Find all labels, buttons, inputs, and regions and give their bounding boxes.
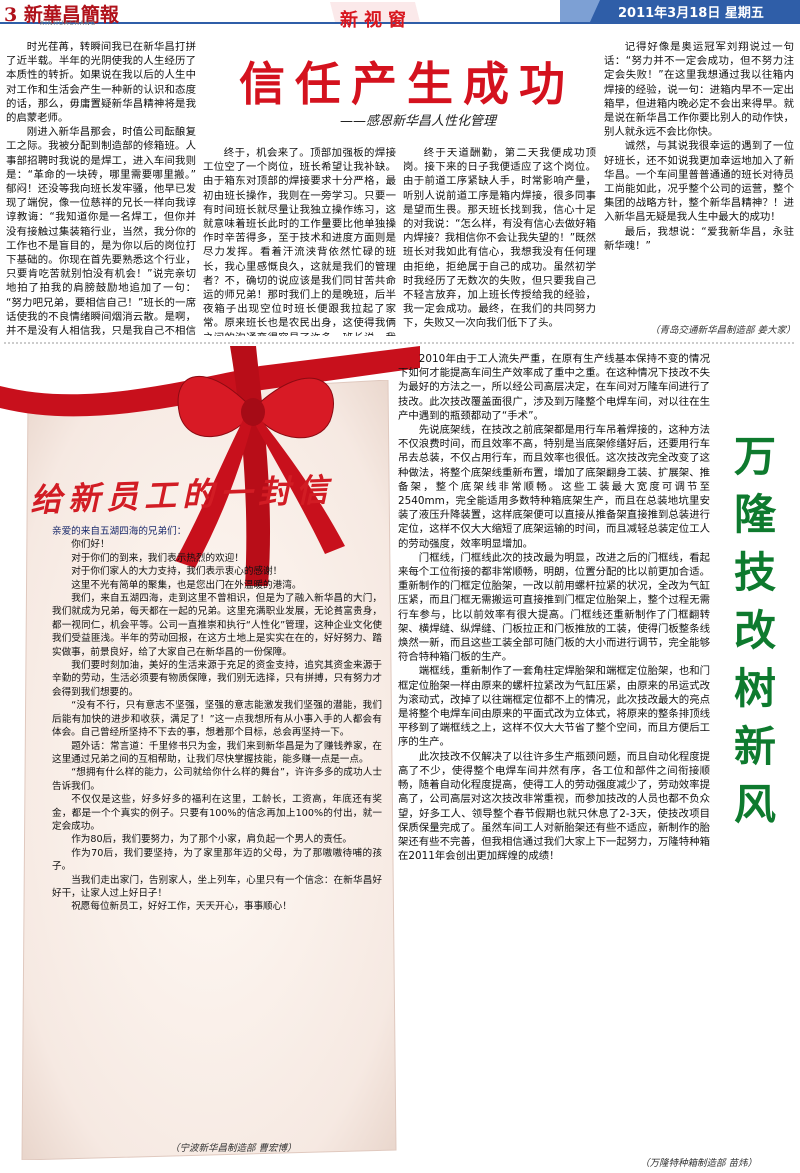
letter-paragraph: “想拥有什么样的能力，公司就给你什么样的舞台”，许许多多的成功人士告诉我们。 [52,767,382,792]
column: 记得好像是奥运冠军刘翔说过一句话：“努力并不一定会成功，但不努力注定会失败！”在… [604,40,794,336]
paragraph: 门框线，门框线此次的技改最为明显，改进之后的门框线，看起来每个工位衔接的都非常顺… [398,551,710,664]
letter-paragraph: 当我们走出家门，告别家人，坐上列车，心里只有一个信念：在新华昌好好干，让家人过上… [52,874,382,899]
letter-paragraph: 题外话：常言道：千里修书只为金，我们来到新华昌是为了赚钱养家，在这里通过兄弟之间… [52,740,382,765]
separator [4,342,796,344]
letter-paragraph: 作为80后，我们要努力，为了那个小家，肩负起一个男人的责任。 [71,834,353,846]
letter-paragraph: 你们好！ [71,539,110,551]
paragraph: 端框线，重新制作了一套角柱定焊胎架和端框定位胎架，也和门框定位胎架一样由原来的螺… [398,665,710,749]
letter-paragraph: 作为70后，我们要坚持，为了家里那年迈的父母，为了那嗷嗷待哺的孩子。 [52,847,382,873]
masthead-title: 新華昌簡報 [23,4,119,26]
letter-paragraph: 我们，来自五湖四海，走到这里不曾相识，但是为了融入新华昌的大门，我们就成为兄弟，… [52,593,382,658]
header-bar [0,0,800,24]
byline: （青岛交通新华昌制造部 姜大家） [650,325,796,336]
letter-paragraph: 我们要时刻加油，美好的生活来源于充足的资金支持，追究其资金来源于辛勤的劳动，生活… [52,660,382,698]
column: 2010年由于工人流失严重，在原有生产线基本保持不变的情况下如何才能提高车间生产… [398,352,710,1152]
paragraph: 诚然，与其说我很幸运的遇到了一位好班长，还不如说我更加幸运地加入了新华昌。一个车… [604,140,794,224]
paragraph: 先说底架线，在技改之前底架都是用行车吊着焊接的，这种方法不仅浪费时间，而且效率不… [398,424,710,550]
letter-greeting: 亲爱的来自五湖四海的兄弟们： [52,526,187,537]
paragraph: 此次技改不仅解决了以往许多生产瓶颈问题，而且自动化程度提高了不少，使得整个电焊车… [398,750,710,863]
letter-paragraph: 对于你们的到来，我们表示热烈的欢迎！ [71,552,244,564]
column: 终于，机会来了。顶部加强板的焊接工位空了一个岗位，班长希望让我补缺。由于箱东对顶… [203,146,396,336]
letter-paragraph: 对于你们家人的大力支持，我们表示衷心的感谢！ [71,566,283,578]
paragraph: 最后，我想说：“爱我新华昌，永驻新华魂！” [604,225,794,252]
column: 时光荏苒，转瞬间我已在新华昌打拼了近半载。半年的光阴使我的人生经历了本质性的转折… [6,40,196,336]
paragraph: 时光荏苒，转瞬间我已在新华昌打拼了近半载。半年的光阴使我的人生经历了本质性的转折… [6,41,196,125]
masthead-pinyin: XINHUACHANG [40,20,97,27]
section-title: 新视窗 [340,10,412,31]
article-subtitle: ——感恩新华昌人性化管理 [340,114,497,129]
paragraph: 2010年由于工人流失严重，在原有生产线基本保持不变的情况下如何才能提高车间生产… [398,353,710,422]
ribbon-bow [0,346,420,586]
article-title: 信任产生成功 [239,57,575,111]
article-title: 万隆技改树新风 [733,432,776,829]
paragraph: 终于，机会来了。顶部加强板的焊接工位空了一个岗位，班长希望让我补缺。由于箱东对顶… [203,147,396,336]
letter-body: 亲爱的来自五湖四海的兄弟们： 你们好！ 对于你们的到来，我们表示热烈的欢迎！ 对于你… [52,525,382,1137]
paragraph: 记得好像是奥运冠军刘翔说过一句话：“努力并不一定会成功，但不努力注定会失败！”在… [604,41,794,139]
letter-paragraph: 这里不光有简单的聚集，也是您出门在外温暖的港湾。 [71,579,302,591]
letter-signature: （宁波新华昌制造部 曹宏博） [170,1143,297,1154]
letter-paragraph: 不仅仅是这些，好多好多的福利在这里，工龄长，工资高，年底还有奖金，都是一个个真实… [52,794,382,832]
letter-paragraph: “没有不行，只有意志不坚强，坚强的意志能激发我们坚强的潜能，我们后能有加快的进步… [52,700,382,739]
issue-date: 2011年3月18日 星期五 [618,6,764,21]
letter-paragraph: 祝愿每位新员工，好好工作，天天开心，事事顺心！ [71,901,292,913]
masthead: 3 新華昌簡報 [4,0,119,27]
paragraph: 终于天道酬勤，第二天我便成功顶岗。接下来的日子我便适应了这个岗位。由于前道工序紧… [403,147,596,330]
column: 终于天道酬勤，第二天我便成功顶岗。接下来的日子我便适应了这个岗位。由于前道工序紧… [403,146,596,336]
paragraph: 刚进入新华昌那会，时值公司酝酿复工之际。我被分配到制造部的修箱班。人事部招聘时我… [6,126,196,336]
page-number: 3 [4,4,18,26]
byline: （万隆特种箱制造部 苗炜） [640,1158,758,1169]
